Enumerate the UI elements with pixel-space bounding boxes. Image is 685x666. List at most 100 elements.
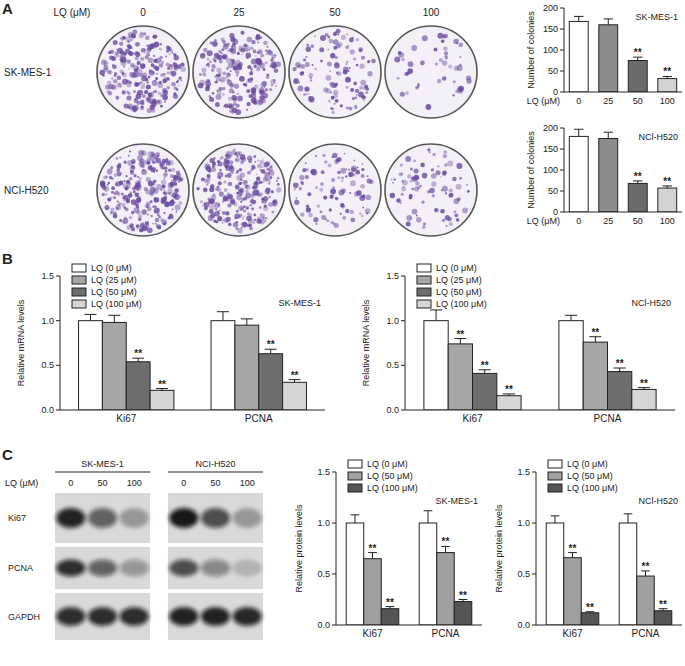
significance: ** [442,536,450,547]
legend-swatch [417,276,431,284]
cell-line: NCI-H520 [4,185,49,196]
colony [332,186,335,189]
colony [335,197,339,201]
colony [432,194,435,197]
colony [180,79,182,81]
colony [137,228,139,230]
colony [113,214,118,219]
protein: Ki67 [8,513,26,523]
colony [179,196,181,198]
colony [223,181,226,184]
colony [342,216,346,220]
category-label: Ki67 [562,628,582,639]
colony [444,163,447,166]
colony [411,177,414,180]
plate-rim [97,144,189,236]
colony [235,159,237,161]
colony [101,60,106,65]
colony [230,48,236,54]
colony [236,104,240,108]
bracket [168,472,263,473]
category-label: Ki67 [116,413,136,424]
colony [143,83,145,85]
plate-rim [385,26,477,118]
colony [128,155,130,157]
colony [307,192,311,196]
colony [117,200,119,202]
colony [255,161,257,163]
colony [131,165,135,169]
colony [263,196,268,201]
error-bar [604,132,613,138]
colony [305,175,309,179]
plate [193,26,285,118]
colony [361,215,364,218]
colony [100,183,105,188]
error-stem [578,129,579,136]
colony [111,191,114,194]
colony [216,221,219,224]
colony [120,37,124,41]
blot-strip [55,593,150,640]
colony [444,51,448,55]
axis-title: Number of colonies [526,131,536,209]
colony [222,93,225,96]
significance: ** [663,176,671,187]
colony [135,68,138,71]
colony [392,182,394,184]
legend-swatch [72,264,86,272]
legend-label: LQ (100 μM) [367,483,418,493]
colony [415,181,419,185]
colony [453,80,456,83]
colony [265,53,267,55]
colony [254,219,257,222]
colony [251,59,257,65]
colony [153,171,155,173]
bar [569,136,588,212]
colony [132,187,136,191]
band [56,560,85,577]
colony [150,165,152,167]
colony [159,48,162,51]
colony [118,84,120,86]
colony [448,65,452,69]
tick [332,472,336,473]
colony [144,90,148,94]
colony [127,45,131,49]
colony [149,70,155,76]
tick [401,410,405,411]
colony [164,177,166,179]
bar [658,79,677,92]
colony [315,155,317,157]
band [169,560,198,577]
colony [293,78,299,84]
colony [126,180,130,184]
x-axis [564,212,682,213]
colony [227,80,232,85]
x-axis [564,92,682,93]
colony [180,66,186,72]
colony [167,71,170,74]
colony [139,33,144,38]
colony [238,214,242,218]
colony [128,68,130,70]
colony [120,50,125,55]
colony [436,170,441,175]
colony [156,73,158,75]
tick [56,320,60,321]
tick-label: 50 [548,186,558,196]
colony [258,192,263,197]
tick [532,625,536,626]
colony [136,197,141,202]
colony [137,63,139,65]
colony [299,187,302,190]
colony [219,210,221,212]
colony [340,168,346,174]
colony [455,90,458,93]
mark-labels: ************ [456,327,647,395]
y-axis [405,276,406,410]
colony [362,207,364,209]
colony [349,38,354,43]
colony [119,219,122,222]
colony [310,44,314,48]
